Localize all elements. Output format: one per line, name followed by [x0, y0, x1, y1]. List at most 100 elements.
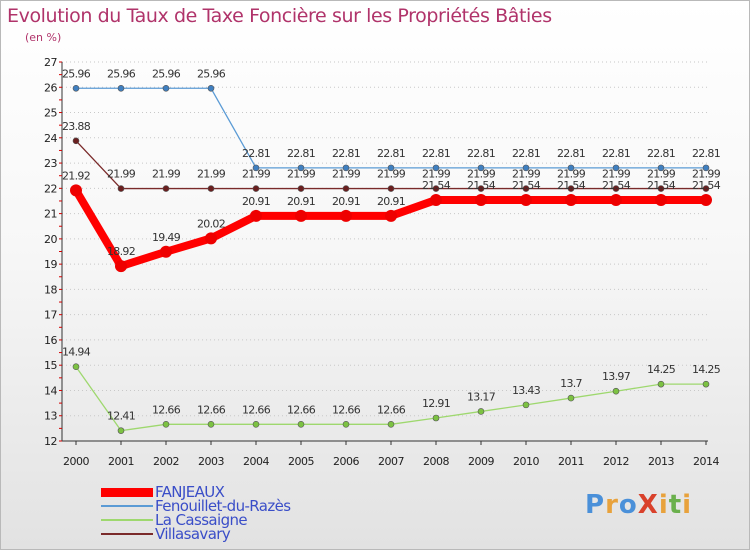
data-label: 22.81 — [557, 147, 585, 160]
data-label: 20.91 — [332, 195, 360, 208]
legend-label: La Cassaigne — [155, 511, 248, 529]
data-label: 21.99 — [692, 168, 721, 181]
logo-letter: r — [605, 490, 619, 520]
data-point — [477, 408, 485, 415]
data-point — [520, 193, 532, 206]
data-label: 22.81 — [332, 147, 360, 160]
data-point — [522, 185, 530, 192]
x-tick-label: 2010 — [513, 455, 539, 468]
data-point — [70, 184, 82, 197]
data-label: 12.66 — [197, 403, 226, 416]
data-point — [252, 164, 260, 172]
logo-letter: t — [668, 490, 683, 520]
legend-label: FANJEAUX — [155, 483, 225, 501]
chart-legend: FANJEAUX Fenouillet-du-Razès La Cassaigne V… — [101, 483, 321, 543]
data-label: 22.81 — [422, 147, 450, 160]
x-tick-label: 2000 — [63, 455, 89, 468]
data-point — [207, 421, 215, 428]
y-tick-label: 12 — [44, 435, 57, 448]
data-label: 25.96 — [107, 67, 136, 80]
y-tick-label: 26 — [44, 81, 57, 94]
data-label: 20.91 — [287, 195, 315, 208]
data-point — [297, 421, 305, 428]
data-label: 14.25 — [647, 363, 676, 376]
data-label: 20.91 — [377, 195, 405, 208]
data-label: 21.92 — [62, 169, 90, 182]
data-point — [162, 185, 170, 192]
data-point — [207, 84, 215, 92]
data-point — [342, 164, 350, 172]
proxiti-logo: ProXiti — [585, 490, 692, 520]
data-label: 21.99 — [377, 168, 406, 181]
data-point — [702, 185, 710, 192]
data-point — [477, 164, 485, 172]
data-point — [567, 185, 575, 192]
data-label: 22.81 — [647, 147, 675, 160]
data-label: 22.81 — [512, 147, 540, 160]
x-tick-label: 2013 — [648, 455, 674, 468]
y-tick-label: 13 — [44, 410, 57, 423]
legend-label: Villasavary — [155, 525, 231, 543]
data-label: 25.96 — [197, 67, 226, 80]
data-point — [72, 137, 80, 145]
data-label: 21.99 — [467, 168, 496, 181]
legend-item: La Cassaigne — [101, 511, 321, 529]
data-point — [387, 421, 395, 428]
data-label: 25.96 — [62, 67, 91, 80]
data-label: 13.43 — [512, 384, 541, 397]
y-tick-label: 25 — [44, 107, 57, 120]
data-label: 12.91 — [422, 397, 450, 410]
data-label: 21.99 — [512, 168, 541, 181]
data-point — [342, 421, 350, 428]
data-point — [340, 209, 352, 222]
data-point — [250, 209, 262, 222]
data-label: 22.81 — [692, 147, 720, 160]
data-point — [432, 414, 440, 422]
data-point — [252, 421, 260, 428]
data-label: 22.81 — [602, 147, 630, 160]
x-tick-label: 2011 — [558, 455, 584, 468]
data-point — [117, 185, 125, 192]
data-label: 21.99 — [422, 168, 451, 181]
data-label: 21.99 — [152, 168, 181, 181]
data-point — [432, 164, 440, 172]
data-point — [565, 193, 577, 206]
data-label: 19.49 — [152, 231, 181, 244]
data-point — [387, 185, 395, 192]
data-point — [72, 84, 80, 92]
data-point — [655, 193, 667, 206]
data-label: 20.02 — [197, 217, 225, 230]
logo-letter: i — [658, 490, 669, 520]
data-label: 21.54 — [602, 179, 631, 192]
data-label: 20.91 — [242, 195, 270, 208]
data-label: 21.99 — [602, 168, 631, 181]
data-point — [432, 185, 440, 192]
chart-subtitle: (en %) — [25, 31, 62, 44]
logo-letter: P — [585, 490, 606, 520]
x-tick-label: 2004 — [243, 455, 269, 468]
data-label: 21.99 — [332, 168, 361, 181]
data-label: 21.54 — [557, 179, 586, 192]
legend-swatch — [101, 505, 153, 507]
x-tick-label: 2001 — [108, 455, 134, 468]
data-point — [207, 185, 215, 192]
data-label: 12.66 — [377, 403, 406, 416]
data-point — [610, 193, 622, 206]
y-tick-label: 27 — [44, 56, 57, 69]
logo-letter: o — [618, 490, 638, 520]
data-point — [657, 380, 665, 388]
data-point — [342, 185, 350, 192]
data-label: 13.97 — [602, 370, 631, 383]
data-label: 21.99 — [197, 168, 226, 181]
x-tick-label: 2012 — [603, 455, 629, 468]
data-point — [297, 185, 305, 192]
data-label: 21.99 — [107, 168, 136, 181]
data-point — [162, 84, 170, 92]
data-label: 21.54 — [467, 179, 496, 192]
data-point — [612, 387, 620, 395]
y-tick-label: 21 — [44, 208, 57, 221]
data-label: 18.92 — [107, 245, 135, 258]
data-label: 22.81 — [377, 147, 405, 160]
